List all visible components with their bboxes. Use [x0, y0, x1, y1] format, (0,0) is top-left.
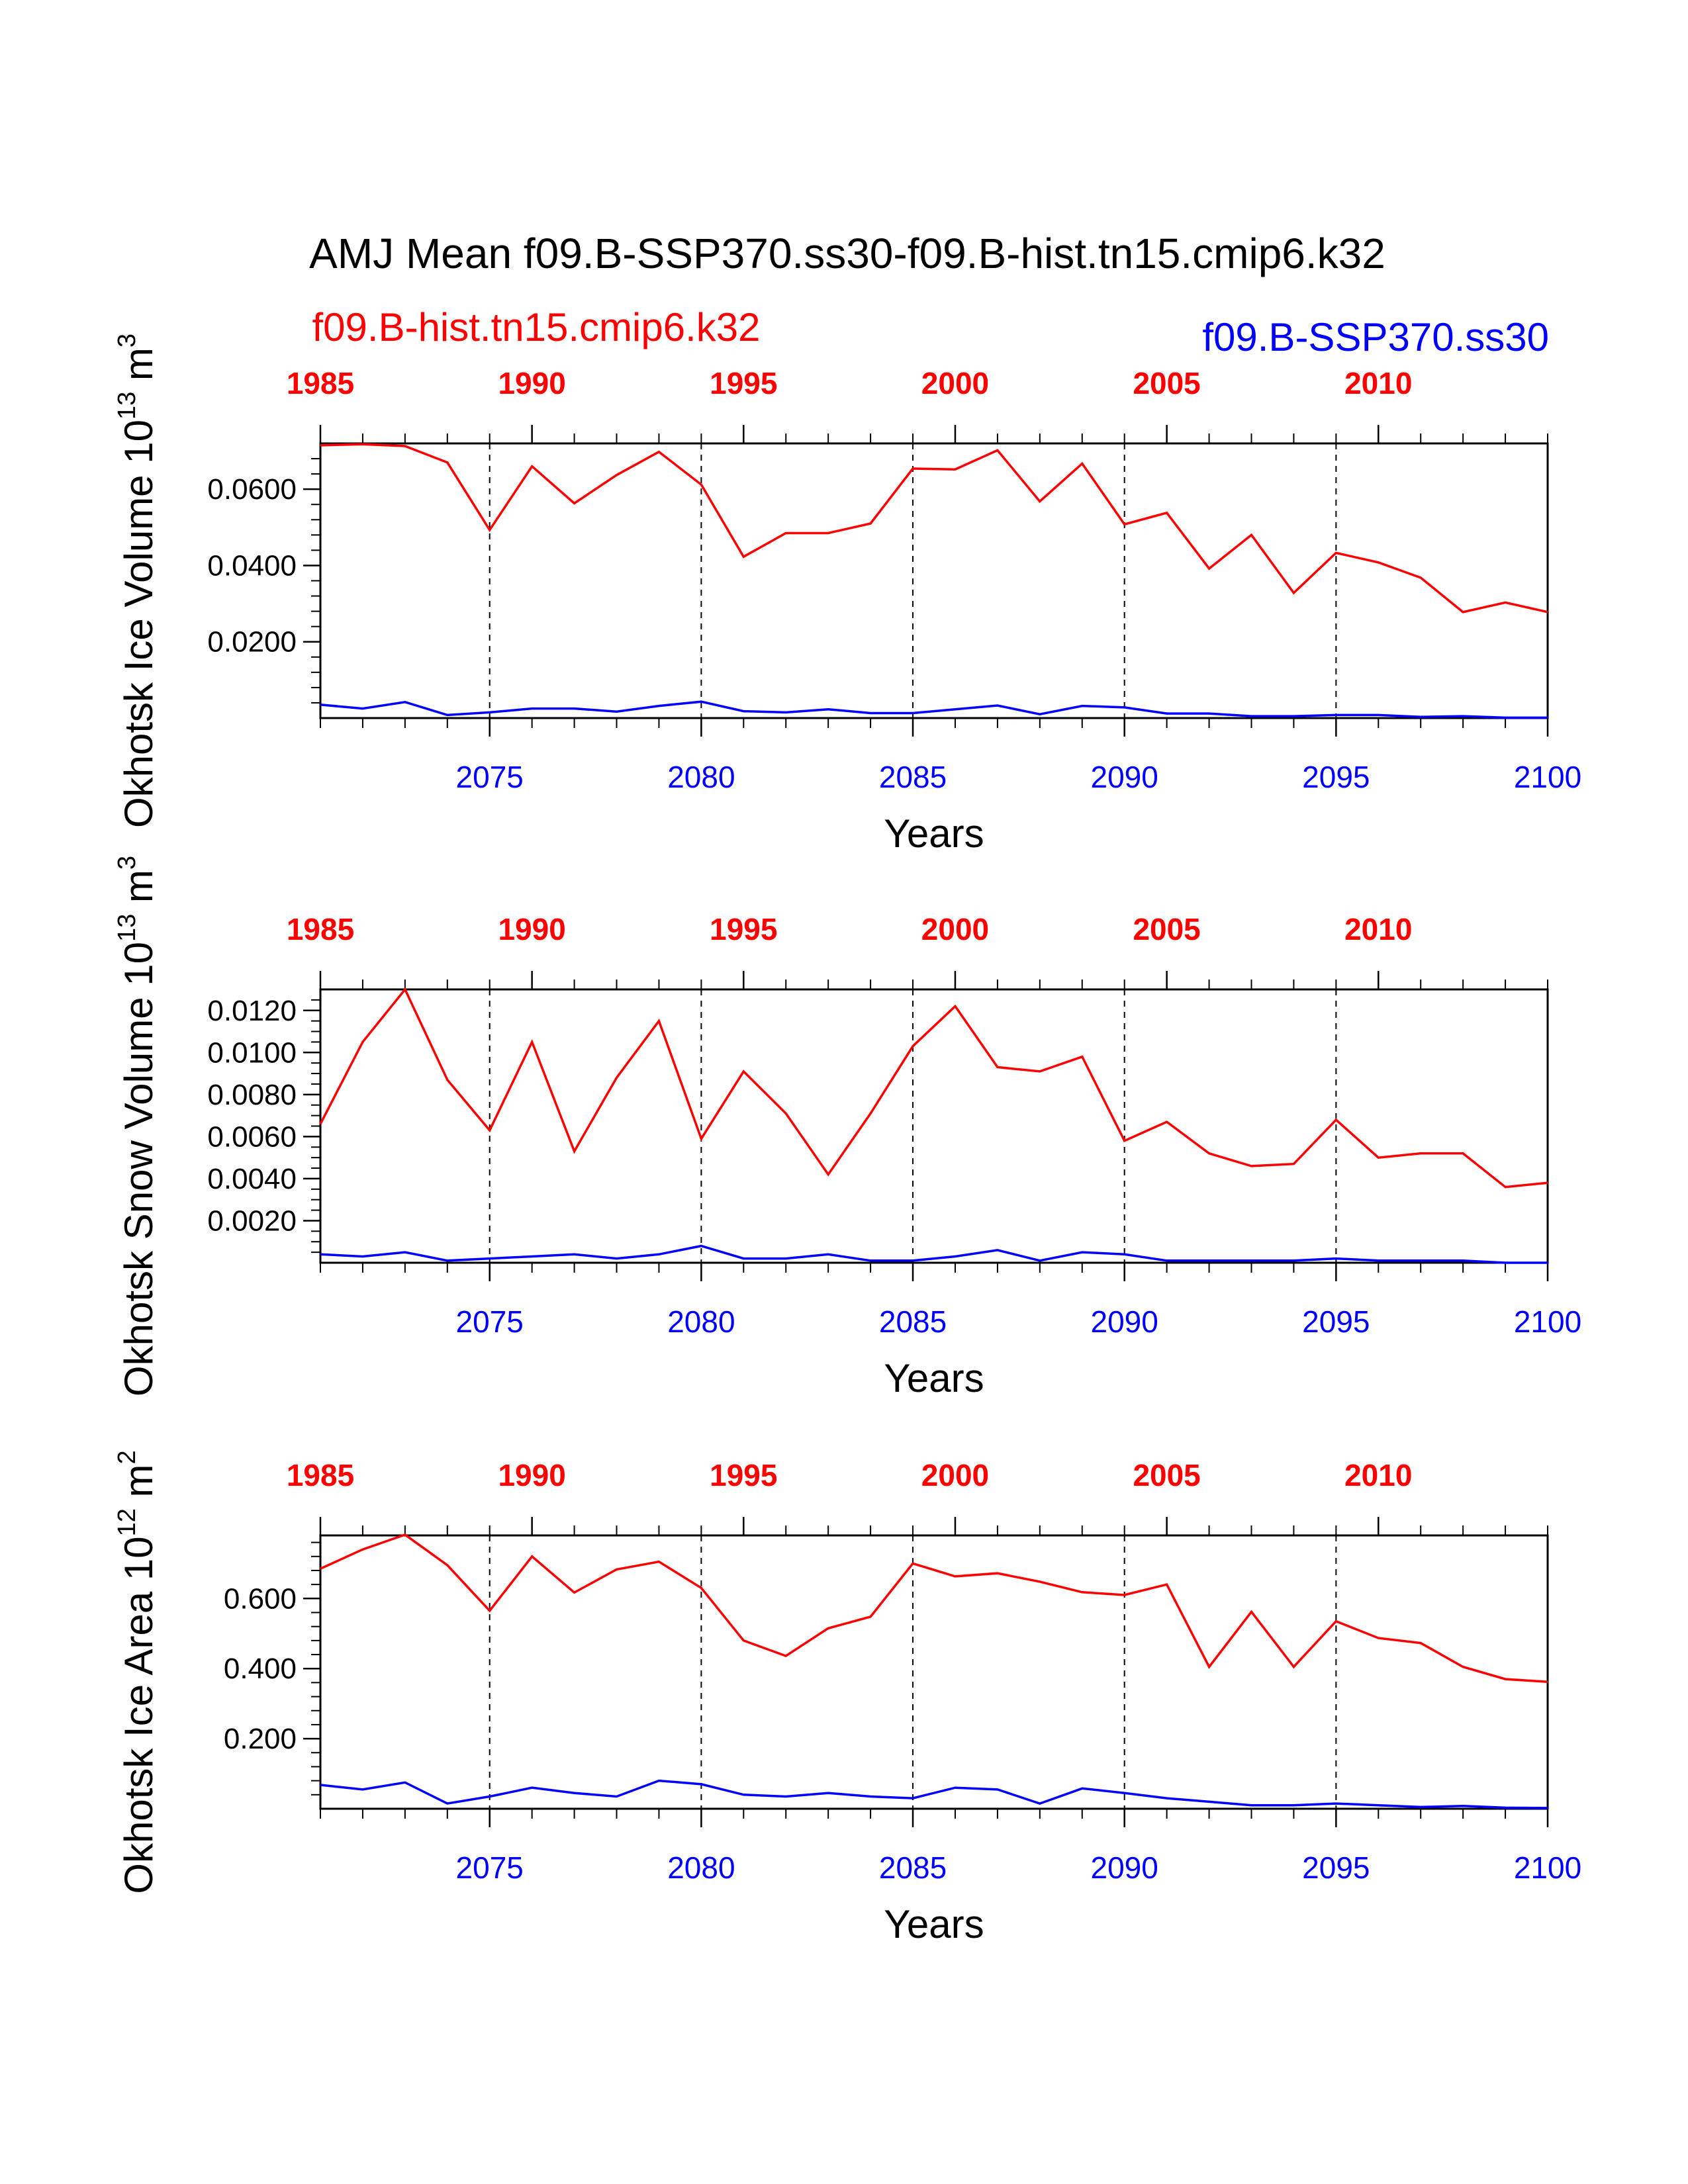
x-bottom-tick-label: 2095 — [1302, 1304, 1370, 1339]
x-top-tick-label: 2005 — [1133, 366, 1200, 400]
y-axis-label: Okhotsk Ice Volume 1013 m3 — [113, 334, 161, 828]
x-bottom-tick-label: 2085 — [879, 1304, 947, 1339]
chart-panel-1: 0.0200 0.0400 0.0600 2075 2080 2085 2090 2095 21… — [113, 334, 1581, 856]
x-top-tick-label: 1985 — [287, 366, 354, 400]
x-bottom-tick-label: 2080 — [667, 1304, 735, 1339]
series-line-hist — [320, 443, 1548, 614]
y-axis-label-exponent: 13 — [113, 914, 141, 942]
y-axis-label-text: Okhotsk Snow Volume 10 — [117, 942, 161, 1396]
x-top-tick-label: 2000 — [921, 1458, 989, 1492]
plot-frame — [319, 988, 1549, 1264]
x-top-tick-label: 1995 — [710, 1458, 777, 1492]
x-bottom-tick-label: 2090 — [1091, 1304, 1158, 1339]
legend-hist-label: f09.B-hist.tn15.cmip6.k32 — [312, 305, 760, 349]
y-tick-label: 0.0020 — [207, 1205, 297, 1237]
x-top-tick-label: 2005 — [1133, 1458, 1200, 1492]
x-axis-label: Years — [884, 1356, 984, 1400]
y-tick-label: 0.600 — [224, 1582, 297, 1615]
y-axis-label: Okhotsk Ice Area 1012 m2 — [113, 1450, 161, 1893]
x-bottom-tick-label: 2075 — [456, 760, 524, 794]
x-top-tick-label: 2010 — [1344, 1458, 1412, 1492]
x-bottom-tick-label: 2075 — [456, 1304, 524, 1339]
y-tick-label: 0.400 — [224, 1653, 297, 1685]
series-line-hist — [320, 1533, 1548, 1684]
y-axis-label-unit: m — [117, 1464, 161, 1508]
x-top-tick-label: 1990 — [498, 1458, 565, 1492]
x-bottom-tick-label: 2090 — [1091, 760, 1158, 794]
x-bottom-tick-label: 2095 — [1302, 760, 1370, 794]
x-axis-label: Years — [884, 1902, 984, 1946]
y-axis-label-exponent: 13 — [113, 392, 141, 420]
y-axis-label-unit-exponent: 2 — [113, 1450, 141, 1464]
x-top-tick-label: 1990 — [498, 912, 565, 946]
y-tick-label: 0.0600 — [207, 473, 297, 506]
y-axis-label-text: Okhotsk Ice Area 10 — [117, 1536, 161, 1893]
x-bottom-tick-label: 2080 — [667, 1850, 735, 1885]
x-bottom-tick-label: 2085 — [879, 1850, 947, 1885]
series-line-ssp — [320, 700, 1548, 719]
y-axis-label-unit-exponent: 3 — [113, 856, 141, 870]
x-top-tick-label: 2010 — [1344, 912, 1412, 946]
legend-ssp-label: f09.B-SSP370.ss30 — [1202, 315, 1549, 359]
y-tick-label: 0.0040 — [207, 1163, 297, 1195]
series-line-hist — [319, 987, 1548, 1189]
y-tick-label: 0.0060 — [207, 1120, 297, 1153]
x-bottom-tick-label: 2095 — [1302, 1850, 1370, 1885]
x-bottom-tick-label: 2100 — [1514, 1304, 1581, 1339]
y-axis-label-unit: m — [117, 870, 161, 914]
y-axis-label-unit: m — [117, 347, 161, 392]
y-axis-label-unit-exponent: 3 — [113, 334, 141, 347]
y-axis-label: Okhotsk Snow Volume 1013 m3 — [113, 856, 161, 1396]
x-top-tick-label: 2010 — [1344, 366, 1412, 400]
x-axis-label: Years — [884, 811, 984, 856]
x-bottom-tick-label: 2080 — [667, 760, 735, 794]
x-top-tick-label: 1985 — [287, 912, 354, 946]
x-bottom-tick-label: 2075 — [456, 1850, 524, 1885]
y-tick-label: 0.200 — [224, 1723, 297, 1755]
y-axis-label-text: Okhotsk Ice Volume 10 — [117, 420, 161, 828]
plot-frame — [319, 442, 1549, 719]
x-top-tick-label: 1995 — [710, 912, 777, 946]
x-top-tick-label: 2005 — [1133, 912, 1200, 946]
y-tick-label: 0.0120 — [207, 995, 297, 1027]
plot-frame — [319, 1534, 1549, 1810]
y-axis-label-exponent: 12 — [113, 1508, 141, 1536]
x-top-tick-label: 2000 — [921, 366, 989, 400]
series-line-ssp — [320, 1779, 1548, 1809]
x-bottom-tick-label: 2085 — [879, 760, 947, 794]
chart-panel-3: 0.200 0.400 0.600 2075 2080 2085 2090 2095 2100 1… — [113, 1450, 1581, 1946]
y-tick-label: 0.0200 — [207, 626, 297, 659]
x-top-tick-label: 2000 — [921, 912, 989, 946]
chart-panel-2: 0.0020 0.0040 0.0060 0.0080 0.0100 0.0120 2075… — [113, 856, 1581, 1400]
x-top-tick-label: 1985 — [287, 1458, 354, 1492]
figure-title: AMJ Mean f09.B-SSP370.ss30-f09.B-hist.tn… — [309, 230, 1385, 277]
y-tick-label: 0.0080 — [207, 1079, 297, 1111]
series-line-ssp — [320, 1244, 1548, 1264]
y-tick-label: 0.0100 — [207, 1036, 297, 1069]
x-top-tick-label: 1990 — [498, 366, 565, 400]
x-top-tick-label: 1995 — [710, 366, 777, 400]
x-bottom-tick-label: 2100 — [1514, 760, 1581, 794]
y-tick-label: 0.0400 — [207, 549, 297, 582]
x-bottom-tick-label: 2090 — [1091, 1850, 1158, 1885]
x-bottom-tick-label: 2100 — [1514, 1850, 1581, 1885]
